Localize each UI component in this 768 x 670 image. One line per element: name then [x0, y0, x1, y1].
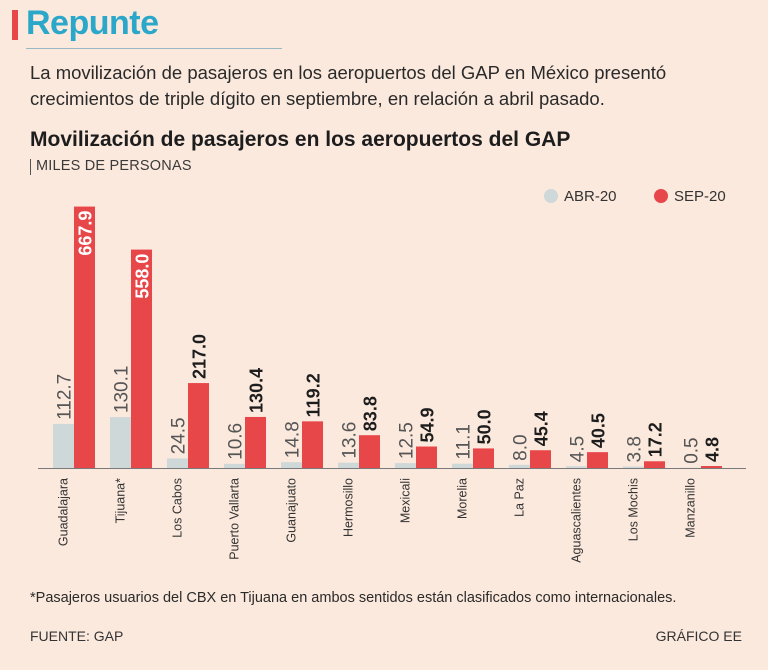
- brand-accent-bar: [12, 10, 18, 40]
- bar-abr-3: [224, 463, 245, 468]
- label-sep-2: 217.0: [190, 334, 210, 379]
- label-sep-10: 17.2: [646, 422, 666, 457]
- category-label-4: Guanajuato: [285, 478, 299, 543]
- category-label-6: Mexicali: [399, 478, 413, 523]
- footnote: *Pasajeros usuarios del CBX en Tijuana e…: [30, 590, 677, 606]
- credit-label: GRÁFICO EE: [655, 628, 742, 644]
- legend-abr-label: ABR-20: [564, 188, 617, 205]
- bar-sep-8: [530, 450, 551, 468]
- bar-sep-0: [74, 206, 95, 468]
- label-sep-7: 50.0: [475, 409, 495, 444]
- label-sep-3: 130.4: [247, 368, 267, 413]
- label-abr-2: 24.5: [169, 417, 190, 454]
- label-sep-6: 54.9: [418, 407, 438, 442]
- label-abr-11: 0.5: [682, 437, 703, 463]
- bar-sep-5: [359, 435, 380, 468]
- label-abr-7: 11.1: [454, 424, 475, 460]
- label-abr-8: 8.0: [511, 434, 532, 460]
- category-label-9: Aguascalientes: [570, 478, 584, 563]
- chart-units-label: MILES DE PERSONAS: [36, 158, 192, 174]
- label-abr-10: 3.8: [625, 436, 646, 462]
- label-sep-11: 4.8: [703, 437, 723, 462]
- bar-sep-3: [245, 416, 266, 468]
- label-abr-0: 112.7: [55, 374, 76, 420]
- legend-abr-swatch: [544, 189, 558, 203]
- bar-abr-6: [395, 463, 416, 468]
- legend-abr: ABR-20: [544, 188, 617, 205]
- bar-sep-1: [131, 249, 152, 468]
- category-label-2: Los Cabos: [171, 478, 185, 538]
- label-abr-5: 13.6: [340, 422, 361, 459]
- label-sep-0: 667.9: [76, 211, 96, 256]
- legend-sep-swatch: [654, 189, 668, 203]
- bar-sep-9: [587, 452, 608, 468]
- bar-abr-9: [566, 466, 587, 468]
- legend-sep-label: SEP-20: [674, 188, 726, 205]
- bar-abr-7: [452, 463, 473, 468]
- category-label-7: Morelia: [456, 478, 470, 519]
- label-abr-1: 130.1: [112, 366, 133, 414]
- bar-abr-0: [53, 423, 74, 468]
- brand-title: Repunte: [26, 4, 159, 42]
- bar-abr-2: [167, 458, 188, 468]
- bar-sep-7: [473, 448, 494, 468]
- bar-abr-5: [338, 462, 359, 468]
- category-label-5: Hermosillo: [342, 478, 356, 537]
- bar-abr-8: [509, 464, 530, 468]
- label-abr-9: 4.5: [568, 436, 589, 462]
- bar-sep-2: [188, 383, 209, 468]
- chart-title: Movilización de pasajeros en los aeropue…: [30, 128, 571, 151]
- category-label-3: Puerto Vallarta: [228, 478, 242, 560]
- label-sep-8: 45.4: [532, 411, 552, 446]
- category-label-10: Los Mochis: [627, 478, 641, 541]
- label-abr-6: 12.5: [397, 422, 418, 459]
- source-label: FUENTE: GAP: [30, 628, 124, 644]
- bar-abr-1: [110, 417, 131, 468]
- label-abr-4: 14.8: [283, 421, 304, 458]
- bar-abr-4: [281, 462, 302, 468]
- bar-abr-10: [623, 466, 644, 468]
- bar-sep-10: [644, 461, 665, 468]
- bar-sep-4: [302, 421, 323, 468]
- units-marker: [30, 159, 31, 175]
- bar-sep-11: [701, 466, 722, 468]
- label-sep-4: 119.2: [304, 373, 324, 417]
- legend-sep: SEP-20: [654, 188, 726, 205]
- label-sep-9: 40.5: [589, 413, 609, 448]
- label-sep-1: 558.0: [133, 254, 153, 299]
- label-abr-3: 10.6: [226, 423, 247, 460]
- category-label-8: La Paz: [513, 478, 527, 517]
- label-sep-5: 83.8: [361, 396, 381, 431]
- category-label-0: Guadalajara: [57, 478, 71, 546]
- category-label-11: Manzanillo: [684, 478, 698, 538]
- brand-divider: [26, 48, 282, 49]
- bar-sep-6: [416, 446, 437, 468]
- subtitle: La movilización de pasajeros en los aero…: [30, 62, 667, 109]
- category-label-1: Tijuana*: [114, 478, 128, 524]
